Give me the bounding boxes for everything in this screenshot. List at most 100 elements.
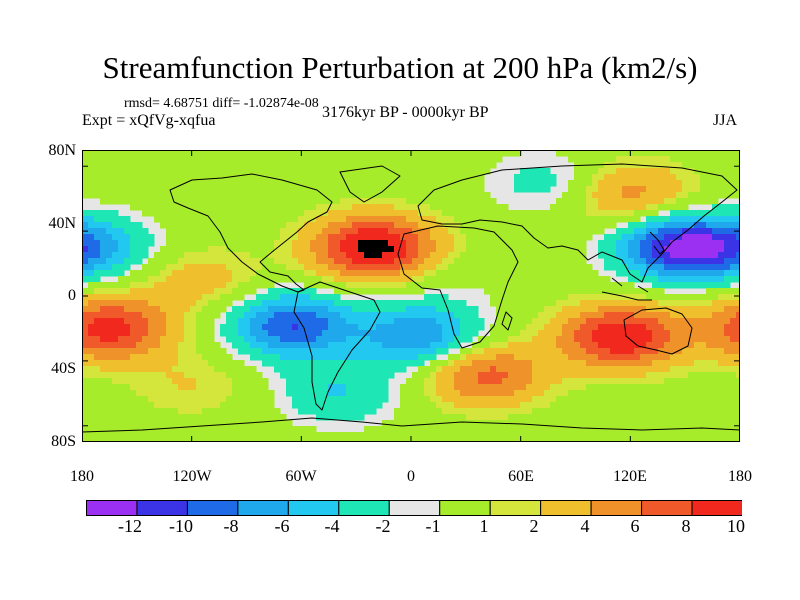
field-cell — [94, 348, 101, 355]
field-cell — [286, 378, 293, 385]
field-cell — [328, 402, 335, 409]
field-cell — [538, 300, 545, 307]
field-cell — [616, 204, 623, 211]
field-cell — [448, 174, 455, 181]
field-cell — [172, 306, 179, 313]
field-cell — [88, 180, 95, 187]
field-cell — [556, 390, 563, 397]
field-cell — [82, 300, 89, 307]
field-cell — [148, 270, 155, 277]
field-cell — [178, 258, 185, 265]
field-cell — [268, 414, 275, 421]
field-cell — [136, 426, 143, 433]
field-cell — [94, 210, 101, 217]
field-cell — [502, 426, 509, 433]
field-cell — [208, 204, 215, 211]
field-cell — [268, 156, 275, 163]
field-cell — [550, 366, 557, 373]
field-cell — [664, 360, 671, 367]
field-cell — [448, 342, 455, 349]
field-cell — [424, 204, 431, 211]
field-cell — [388, 354, 395, 361]
field-cell — [196, 264, 203, 271]
field-cell — [100, 426, 107, 433]
field-cell — [556, 270, 563, 277]
field-cell — [112, 366, 119, 373]
field-cell — [184, 252, 191, 259]
field-cell — [514, 408, 521, 415]
field-cell — [532, 210, 539, 217]
field-cell — [670, 228, 677, 235]
field-cell — [376, 276, 383, 283]
field-cell — [358, 276, 365, 283]
field-cell — [274, 204, 281, 211]
field-cell — [604, 342, 611, 349]
field-cell — [232, 156, 239, 163]
field-cell — [214, 438, 221, 442]
field-cell — [322, 342, 329, 349]
field-cell — [352, 372, 359, 379]
field-cell — [490, 258, 497, 265]
field-cell — [100, 348, 107, 355]
field-cell — [394, 150, 401, 157]
field-cell — [466, 282, 473, 289]
field-cell — [244, 402, 251, 409]
field-cell — [322, 312, 329, 319]
field-cell — [460, 210, 467, 217]
field-cell — [376, 282, 383, 289]
field-cell — [448, 360, 455, 367]
field-cell — [340, 270, 347, 277]
field-cell — [124, 216, 131, 223]
field-cell — [718, 276, 725, 283]
field-cell — [622, 180, 629, 187]
field-cell — [724, 216, 731, 223]
field-cell — [382, 396, 389, 403]
field-cell — [112, 264, 119, 271]
field-cell — [472, 390, 479, 397]
field-cell — [124, 174, 131, 181]
field-cell — [178, 210, 185, 217]
field-cell — [136, 222, 143, 229]
field-cell — [364, 228, 371, 235]
field-cell — [250, 420, 257, 427]
field-cell — [172, 282, 179, 289]
field-cell — [436, 228, 443, 235]
field-cell — [730, 240, 737, 247]
field-cell — [442, 318, 449, 325]
field-cell — [466, 186, 473, 193]
field-cell — [238, 312, 245, 319]
field-cell — [544, 432, 551, 439]
field-cell — [232, 276, 239, 283]
field-cell — [538, 360, 545, 367]
field-cell — [268, 360, 275, 367]
field-cell — [346, 324, 353, 331]
field-cell — [712, 156, 719, 163]
field-cell — [88, 354, 95, 361]
field-cell — [418, 414, 425, 421]
field-cell — [154, 174, 161, 181]
field-cell — [580, 306, 587, 313]
field-cell — [400, 384, 407, 391]
field-cell — [616, 378, 623, 385]
field-cell — [592, 312, 599, 319]
field-cell — [460, 318, 467, 325]
field-cell — [238, 336, 245, 343]
field-cell — [292, 318, 299, 325]
field-cell — [274, 432, 281, 439]
field-cell — [106, 234, 113, 241]
field-cell — [118, 402, 125, 409]
field-cell — [412, 396, 419, 403]
field-cell — [178, 360, 185, 367]
field-cell — [190, 174, 197, 181]
field-cell — [598, 186, 605, 193]
field-cell — [88, 288, 95, 295]
field-cell — [352, 402, 359, 409]
field-cell — [652, 198, 659, 205]
field-cell — [664, 420, 671, 427]
field-cell — [328, 228, 335, 235]
field-cell — [292, 276, 299, 283]
field-cell — [628, 198, 635, 205]
field-cell — [202, 294, 209, 301]
field-cell — [448, 222, 455, 229]
field-cell — [664, 306, 671, 313]
